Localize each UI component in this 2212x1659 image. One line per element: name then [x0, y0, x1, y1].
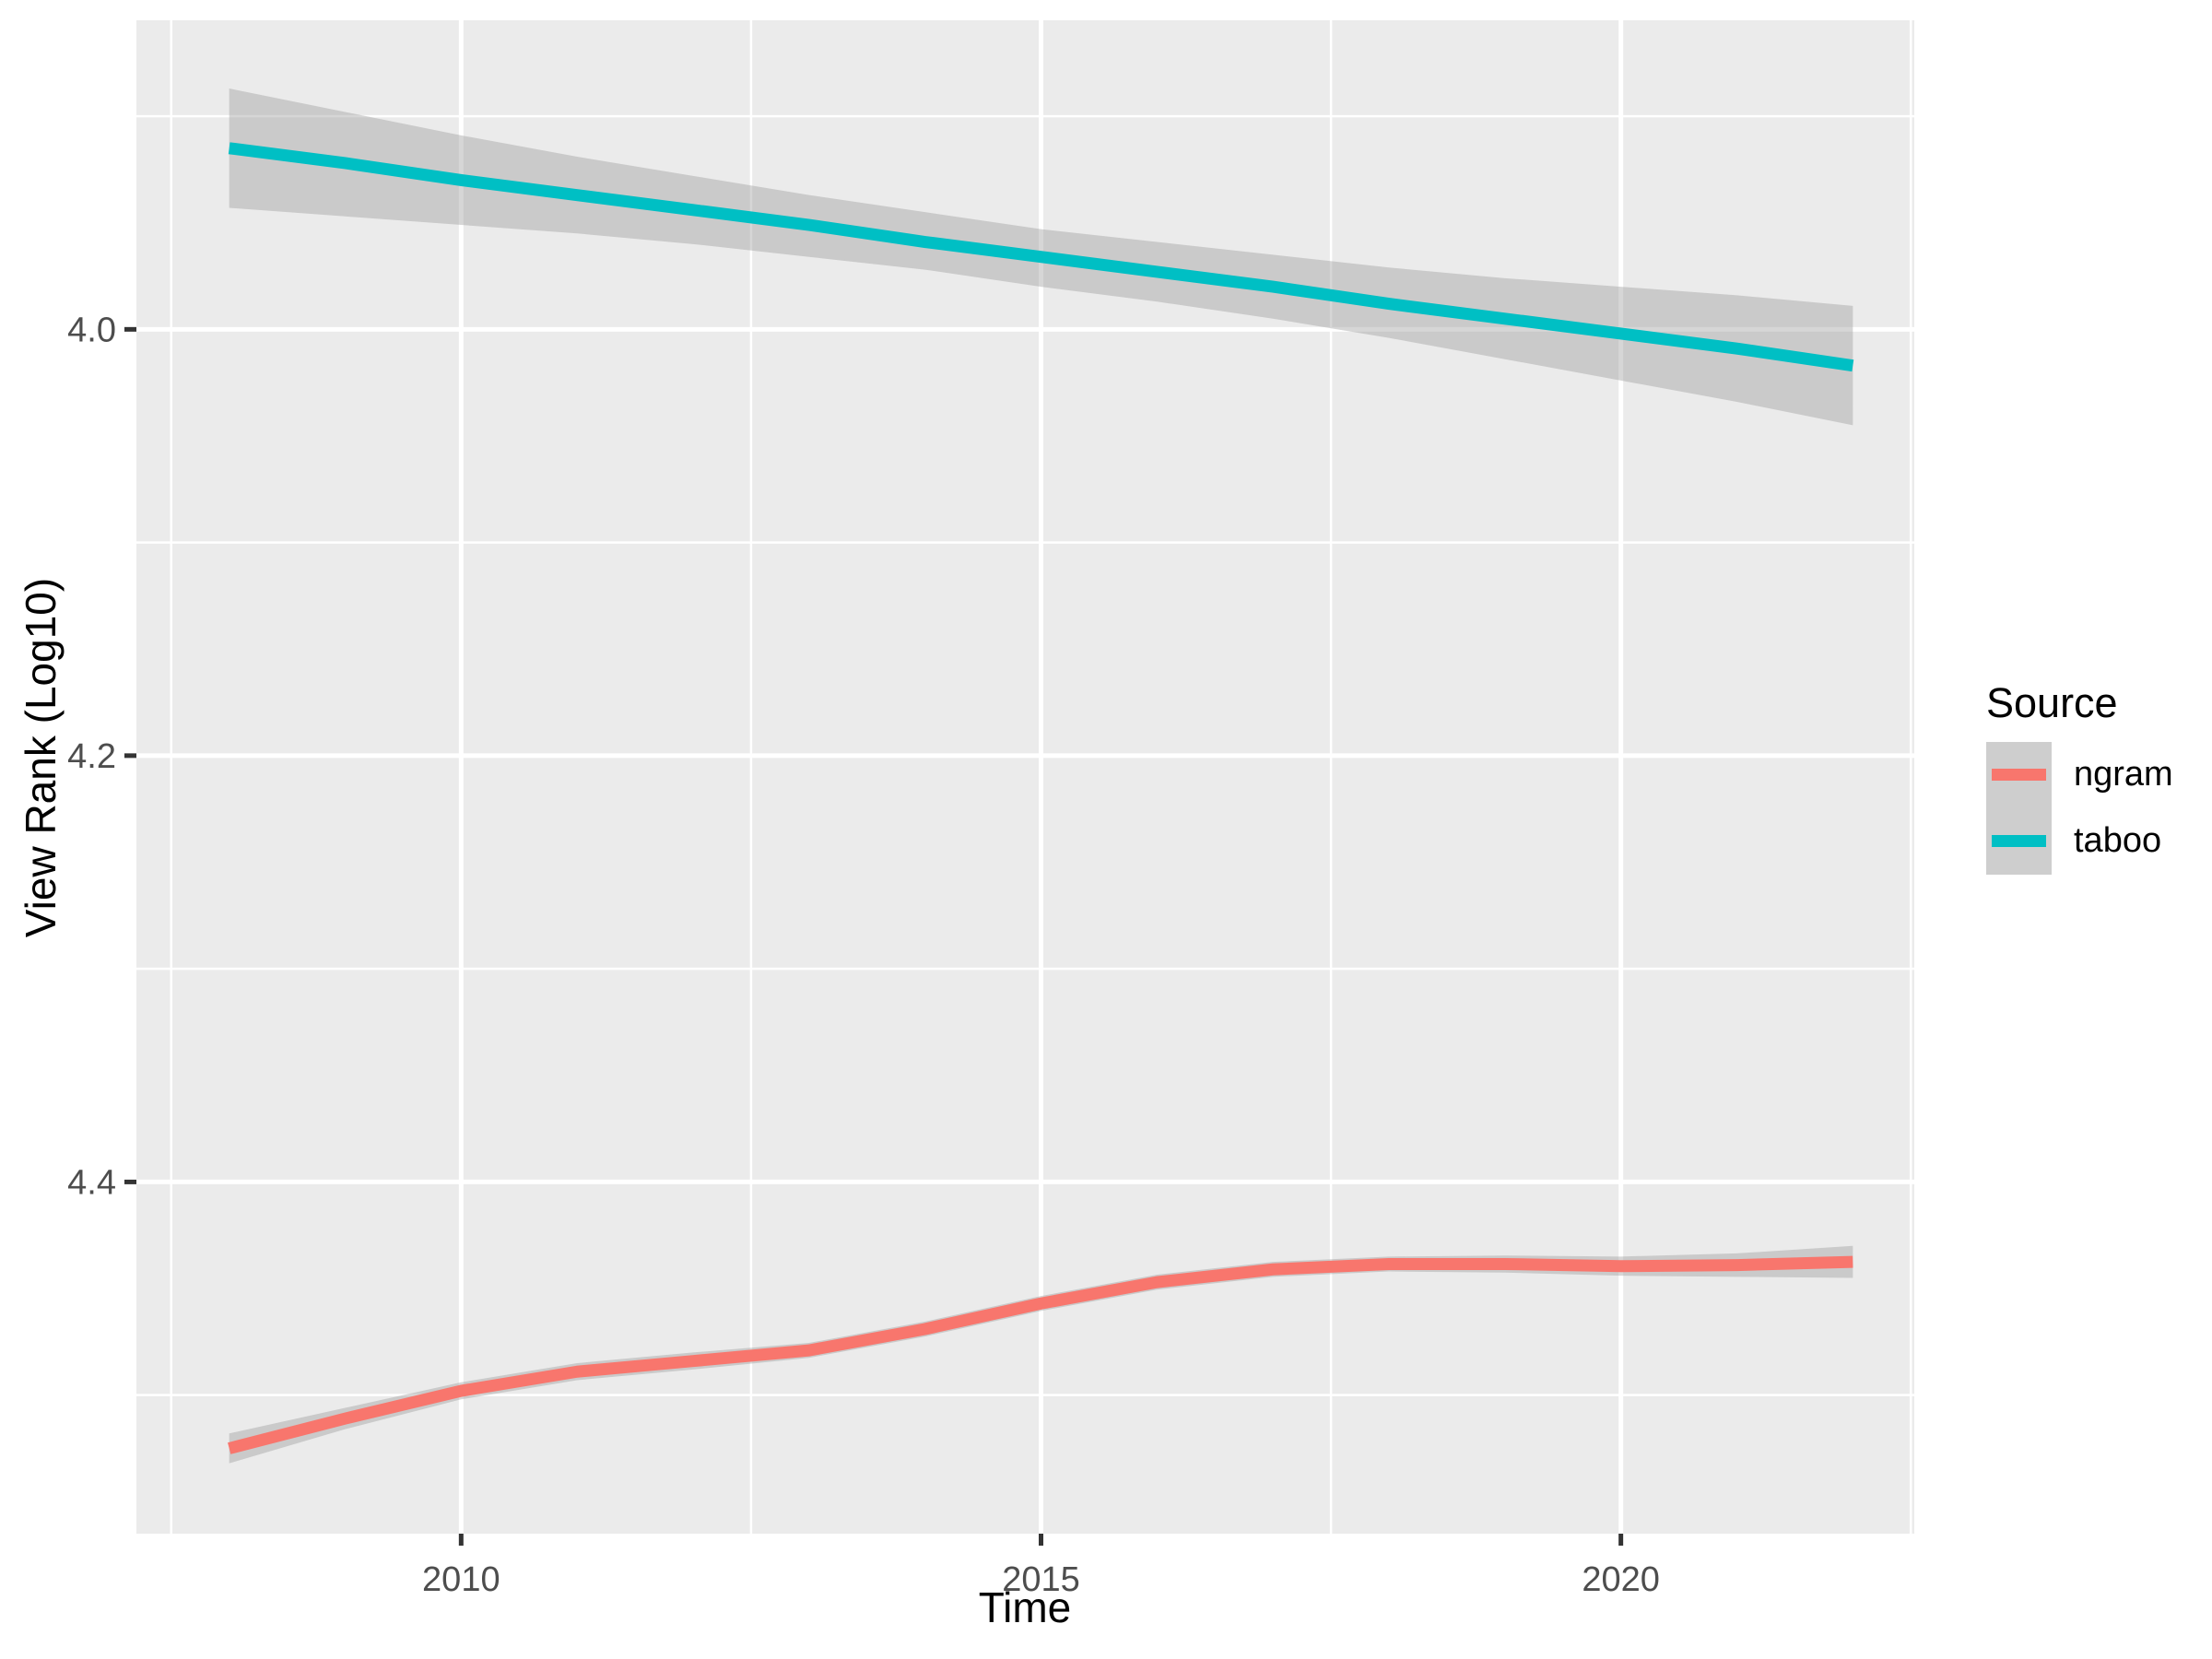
- x-tick-label: 2015: [1002, 1560, 1080, 1599]
- legend-label-taboo: taboo: [2074, 821, 2162, 861]
- y-axis-title: View Rank (Log10): [17, 578, 65, 937]
- legend-label-ngram: ngram: [2074, 755, 2173, 794]
- legend-item-taboo: taboo: [1986, 807, 2173, 875]
- legend-item-ngram: ngram: [1986, 741, 2173, 808]
- chart-layers: 2010 2015 2020 4.0 4.2 4.4: [67, 20, 1914, 1599]
- x-tick-label: 2010: [422, 1560, 500, 1599]
- ngram-line-swatch-icon: [1992, 769, 2046, 782]
- x-tick-label: 2020: [1582, 1560, 1660, 1599]
- legend-key-ngram: [1986, 741, 2052, 808]
- legend-title: Source: [1986, 679, 2118, 726]
- y-tick-label: 4.2: [67, 737, 116, 776]
- y-tick-label: 4.4: [67, 1163, 116, 1202]
- taboo-line-swatch-icon: [1992, 835, 2046, 848]
- legend-key-taboo: [1986, 807, 2052, 875]
- ngram-line: [228, 1255, 1853, 1454]
- y-tick-label: 4.0: [67, 311, 116, 349]
- taboo-line: [228, 142, 1854, 372]
- panel-background: [136, 20, 1914, 1534]
- x-axis-title: Time: [979, 1583, 1072, 1631]
- legend: Source ngram taboo: [1986, 679, 2173, 875]
